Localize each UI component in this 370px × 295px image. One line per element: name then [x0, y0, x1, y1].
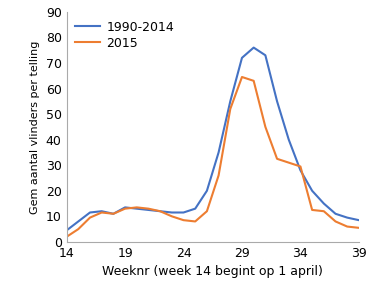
2015 — [263, 125, 268, 129]
2015 — [333, 220, 338, 223]
2015 — [252, 79, 256, 83]
2015 — [286, 161, 291, 164]
1990-2014 — [158, 209, 162, 213]
1990-2014 — [169, 211, 174, 214]
Legend: 1990-2014, 2015: 1990-2014, 2015 — [73, 18, 177, 52]
1990-2014 — [310, 189, 314, 193]
1990-2014 — [286, 138, 291, 141]
2015 — [158, 209, 162, 213]
2015 — [240, 75, 244, 79]
1990-2014 — [216, 151, 221, 154]
1990-2014 — [345, 216, 349, 219]
2015 — [88, 216, 92, 219]
1990-2014 — [88, 211, 92, 214]
2015 — [310, 208, 314, 212]
2015 — [193, 220, 198, 223]
1990-2014 — [100, 209, 104, 213]
1990-2014 — [123, 206, 127, 209]
2015 — [216, 174, 221, 177]
2015 — [100, 211, 104, 214]
2015 — [146, 207, 151, 210]
1990-2014 — [322, 202, 326, 205]
1990-2014 — [252, 46, 256, 49]
2015 — [322, 209, 326, 213]
2015 — [135, 206, 139, 209]
1990-2014 — [111, 212, 115, 216]
1990-2014 — [64, 229, 69, 232]
1990-2014 — [333, 212, 338, 216]
1990-2014 — [193, 207, 198, 210]
1990-2014 — [263, 53, 268, 57]
1990-2014 — [135, 207, 139, 210]
1990-2014 — [76, 220, 81, 223]
2015 — [205, 209, 209, 213]
1990-2014 — [205, 189, 209, 193]
Line: 1990-2014: 1990-2014 — [67, 47, 359, 230]
1990-2014 — [298, 168, 303, 172]
1990-2014 — [181, 211, 186, 214]
1990-2014 — [228, 99, 232, 103]
2015 — [169, 214, 174, 218]
1990-2014 — [275, 99, 279, 103]
1990-2014 — [240, 56, 244, 60]
X-axis label: Weeknr (week 14 begint op 1 april): Weeknr (week 14 begint op 1 april) — [102, 265, 323, 278]
2015 — [181, 218, 186, 222]
2015 — [123, 207, 127, 210]
Y-axis label: Gem aantal vlinders per telling: Gem aantal vlinders per telling — [30, 40, 40, 214]
2015 — [275, 157, 279, 160]
1990-2014 — [357, 218, 361, 222]
2015 — [111, 212, 115, 216]
2015 — [345, 225, 349, 228]
2015 — [64, 235, 69, 239]
2015 — [76, 227, 81, 231]
Line: 2015: 2015 — [67, 77, 359, 237]
2015 — [357, 226, 361, 230]
2015 — [298, 165, 303, 168]
2015 — [228, 107, 232, 111]
1990-2014 — [146, 208, 151, 212]
